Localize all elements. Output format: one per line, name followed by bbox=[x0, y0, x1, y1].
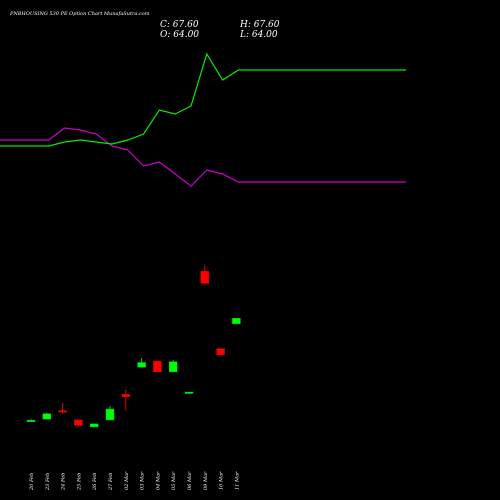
green-series-line bbox=[0, 52, 406, 147]
x-tick-label: 06 Mar bbox=[187, 471, 193, 490]
candle-body bbox=[137, 362, 146, 368]
x-tick-label: 09 Mar bbox=[203, 471, 209, 490]
x-tick-label: 05 Mar bbox=[171, 471, 177, 490]
high-value: H: 67.60 bbox=[240, 20, 280, 30]
candle-body bbox=[153, 360, 162, 373]
x-tick-label: 24 Feb bbox=[61, 473, 67, 491]
x-tick-label: 11 Mar bbox=[234, 471, 240, 490]
candle-body bbox=[216, 348, 225, 356]
candle-body bbox=[58, 410, 67, 413]
candle-body bbox=[74, 419, 83, 426]
candle-body bbox=[89, 423, 99, 428]
candle-body bbox=[232, 317, 241, 325]
candle-body bbox=[105, 408, 115, 421]
x-tick-label: 04 Mar bbox=[155, 471, 161, 490]
low-value: L: 64.00 bbox=[240, 30, 278, 40]
x-tick-label: 20 Feb bbox=[29, 473, 35, 491]
candle-body bbox=[200, 270, 210, 284]
x-tick-label: 25 Feb bbox=[76, 473, 82, 491]
candle-body bbox=[42, 413, 52, 420]
x-tick-label: 26 Feb bbox=[92, 473, 98, 491]
candle-body bbox=[121, 394, 131, 397]
close-value: C: 67.60 bbox=[160, 20, 199, 30]
candle-body bbox=[184, 391, 194, 394]
chart-title: PNBHOUSING 530 PE Option Chart MunafaSut… bbox=[10, 11, 150, 17]
x-tick-label: 10 Mar bbox=[219, 471, 225, 490]
open-value: O: 64.00 bbox=[160, 30, 200, 40]
magenta-series-line bbox=[0, 127, 406, 187]
x-tick-label: 02 Mar bbox=[124, 471, 130, 490]
x-tick-label: 23 Feb bbox=[45, 473, 51, 491]
x-tick-label: 27 Feb bbox=[108, 473, 114, 491]
candle-body bbox=[26, 419, 36, 422]
candle-body bbox=[168, 361, 178, 373]
x-tick-label: 03 Mar bbox=[140, 471, 146, 490]
